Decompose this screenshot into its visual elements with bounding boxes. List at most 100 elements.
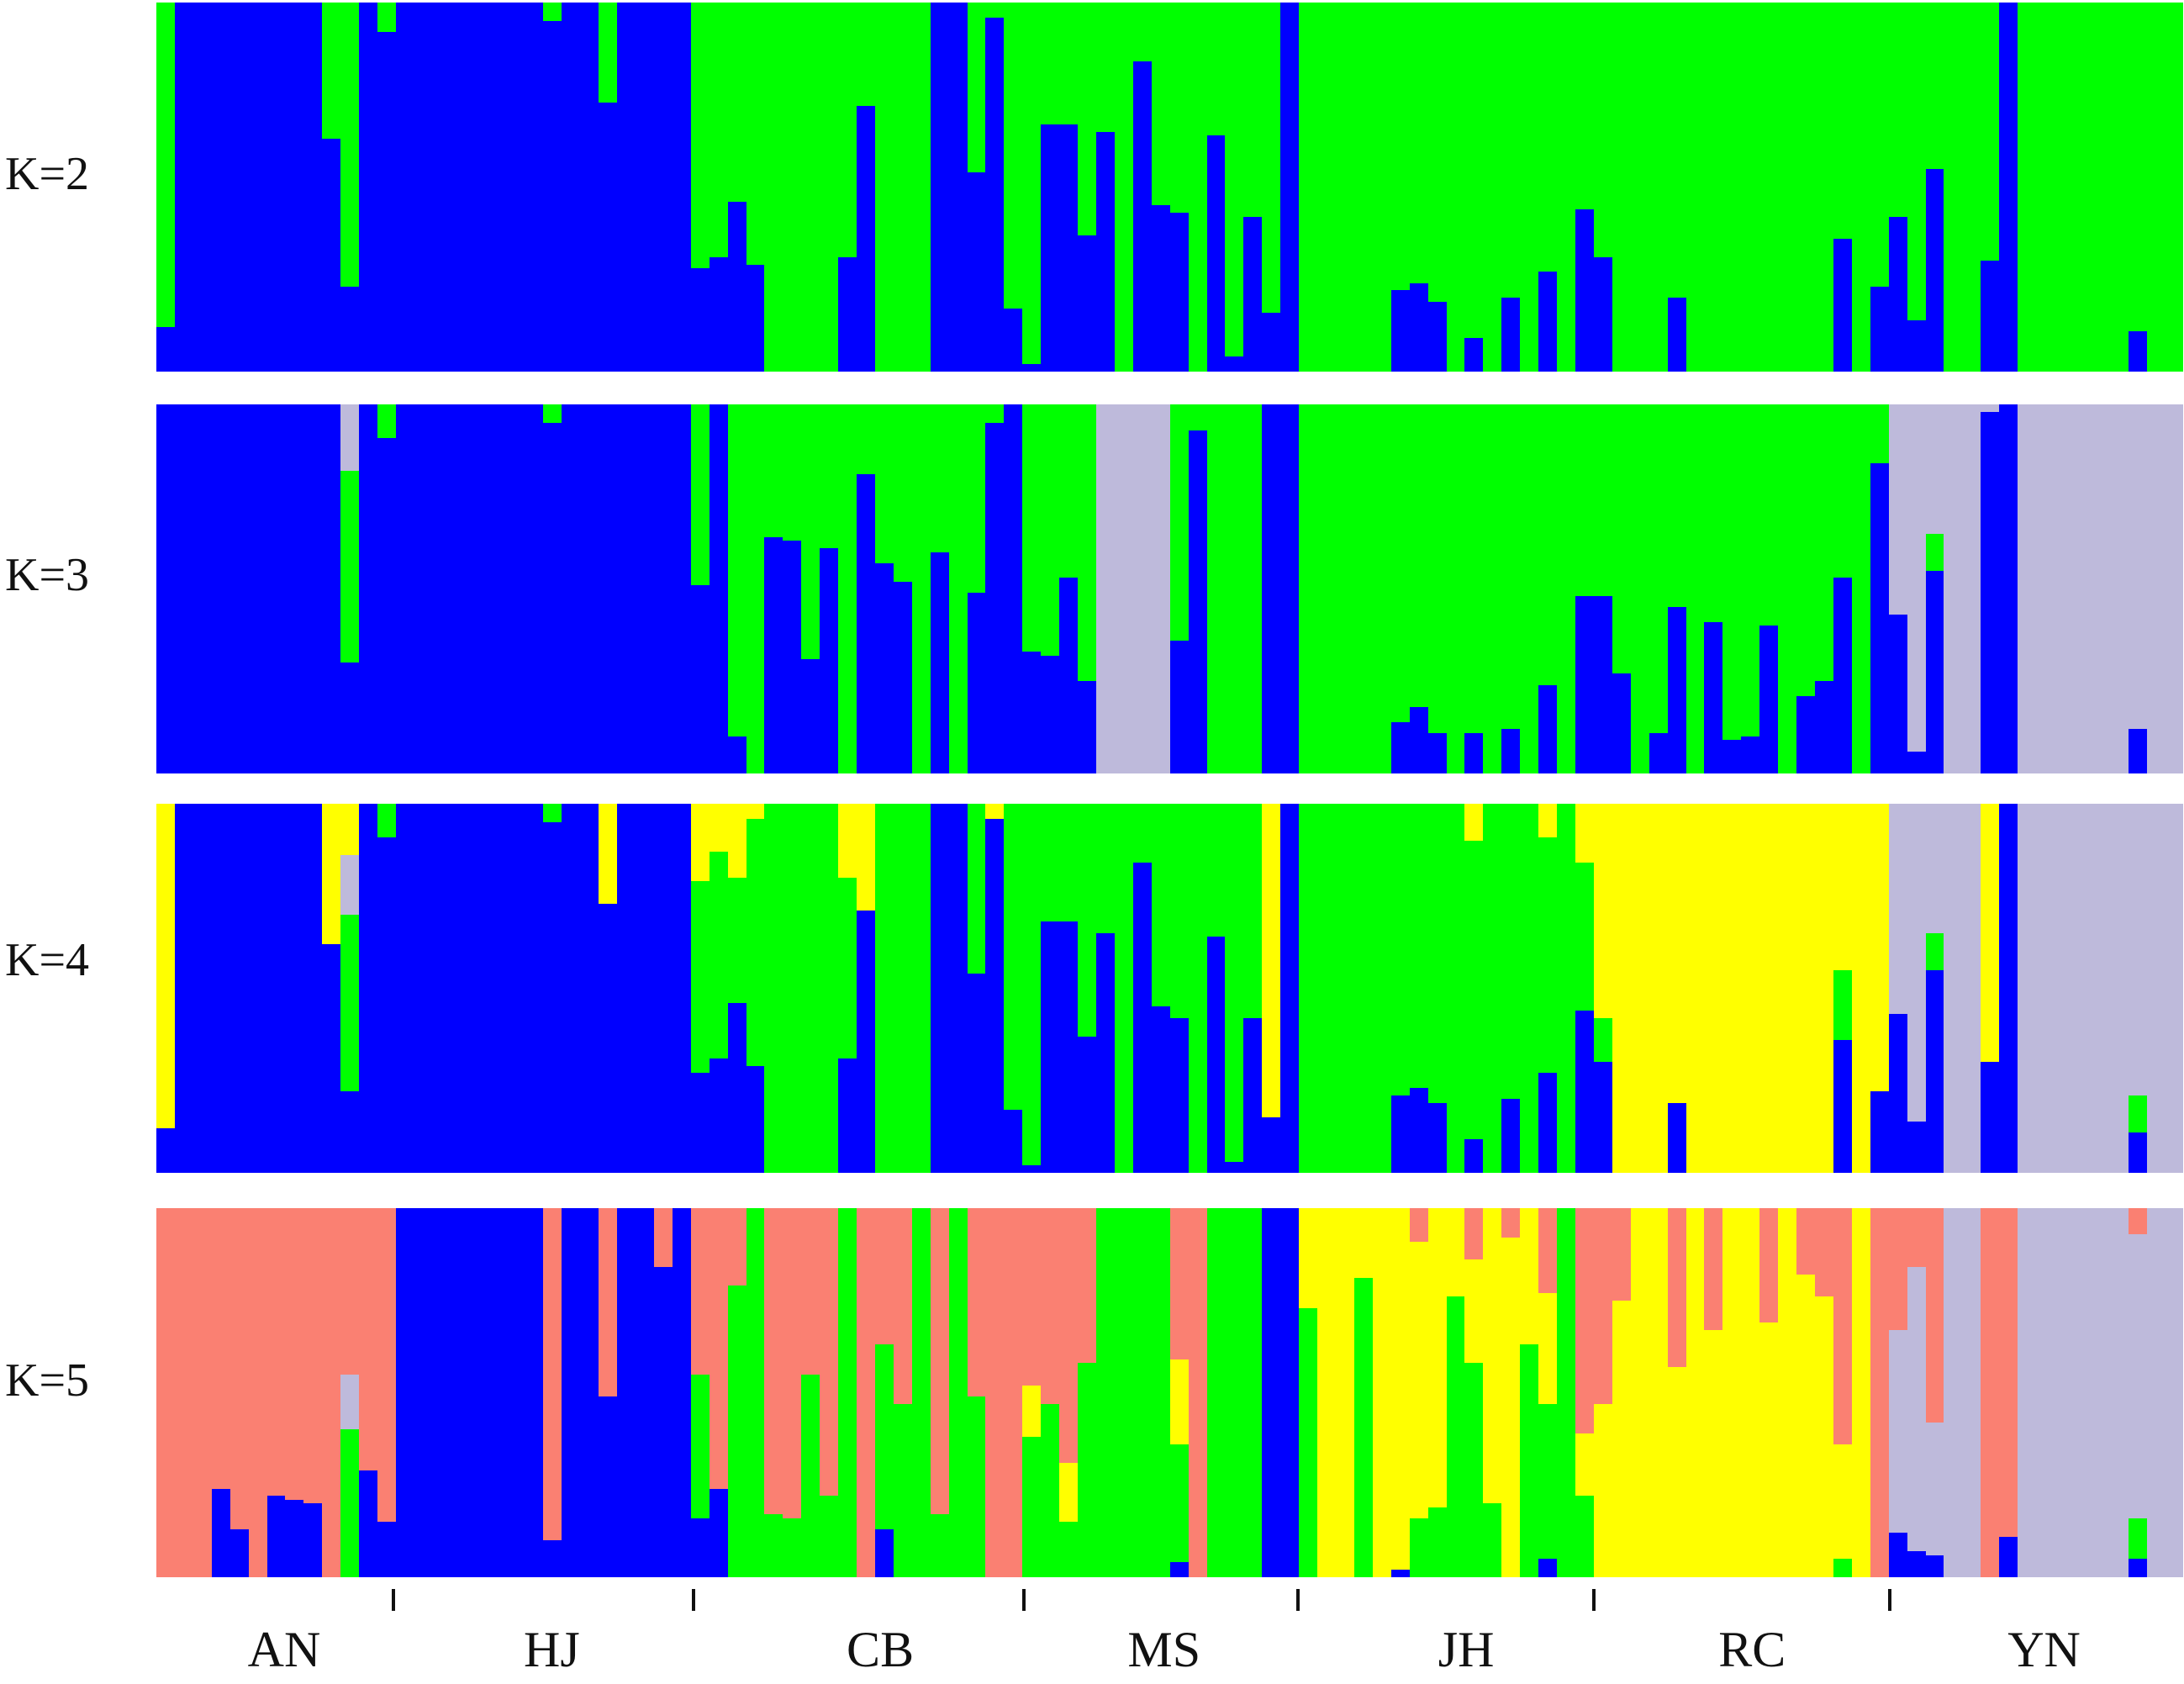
individual-bar [690, 3, 710, 372]
cluster-segment [562, 804, 581, 1173]
cluster-segment [1851, 404, 1870, 773]
individual-bar [709, 404, 728, 773]
individual-bar [764, 1208, 783, 1577]
individual-bar [1188, 3, 1207, 372]
cluster-segment [820, 404, 839, 549]
cluster-segment [1169, 3, 1189, 214]
individual-bar [156, 404, 175, 773]
cluster-segment [838, 3, 857, 257]
cluster-segment [967, 172, 986, 372]
cluster-segment [727, 877, 746, 1004]
individual-bar [340, 804, 360, 1173]
cluster-segment [580, 804, 599, 1173]
individual-bar [2054, 1208, 2073, 1577]
cluster-segment [488, 3, 507, 372]
cluster-segment [1538, 404, 1558, 685]
individual-bar [1225, 3, 1244, 372]
individual-bar [617, 3, 636, 372]
individual-bar [1409, 804, 1428, 1173]
cluster-segment [1243, 216, 1263, 372]
cluster-segment [1299, 3, 1318, 372]
cluster-segment [1390, 804, 1410, 1095]
cluster-segment [525, 1208, 544, 1577]
cluster-segment [469, 404, 488, 773]
cluster-segment [2128, 804, 2147, 1095]
cluster-segment [229, 3, 249, 372]
individual-bar [2054, 804, 2073, 1173]
individual-bar [1888, 404, 1907, 773]
individual-bar [1446, 3, 1465, 372]
individual-bar [2072, 3, 2092, 372]
cluster-segment [248, 1208, 267, 1577]
cluster-segment [543, 821, 562, 1173]
individual-bar [1944, 1208, 1963, 1577]
cluster-segment [1353, 3, 1373, 372]
individual-bar [1132, 3, 1152, 372]
cluster-segment [967, 3, 986, 172]
cluster-segment [1944, 3, 1963, 372]
individual-bar [1501, 3, 1521, 372]
cluster-segment [1593, 804, 1612, 1018]
cluster-segment [395, 804, 414, 1173]
cluster-segment [653, 804, 673, 1173]
k-label-4: K=4 [5, 934, 90, 986]
cluster-segment [1041, 655, 1060, 773]
cluster-segment [838, 1208, 857, 1577]
individual-bar [1206, 804, 1226, 1173]
individual-bar [1372, 804, 1391, 1173]
cluster-segment [617, 804, 636, 1173]
cluster-segment [248, 404, 267, 773]
cluster-segment [1372, 3, 1391, 372]
individual-bar [1262, 804, 1281, 1173]
cluster-segment [1022, 1385, 1042, 1438]
cluster-segment [1169, 404, 1189, 641]
individual-bar [1557, 1208, 1575, 1577]
cluster-segment [930, 404, 949, 552]
individual-bar [893, 404, 912, 773]
cluster-segment [1409, 1208, 1428, 1242]
individual-bar [1299, 1208, 1318, 1577]
cluster-segment [985, 404, 1005, 423]
cluster-segment [1096, 3, 1115, 132]
individual-bar [1612, 404, 1631, 773]
individual-bar [1022, 804, 1042, 1173]
cluster-segment [2128, 1095, 2147, 1132]
cluster-segment [893, 1208, 912, 1404]
individual-bar [1078, 1208, 1097, 1577]
individual-bar [1004, 3, 1023, 372]
cluster-segment [1962, 1208, 1981, 1577]
cluster-segment [746, 3, 765, 265]
individual-bar [1372, 3, 1391, 372]
cluster-segment [1169, 1562, 1189, 1577]
cluster-segment [1078, 3, 1097, 235]
individual-bar [562, 804, 581, 1173]
cluster-segment [1593, 1208, 1612, 1404]
cluster-segment [690, 1208, 710, 1375]
individual-bar [1004, 404, 1023, 773]
individual-bar [1944, 404, 1963, 773]
individual-bar [1483, 1208, 1502, 1577]
individual-bar [1593, 404, 1612, 773]
individual-bar [1612, 3, 1631, 372]
cluster-segment [727, 1003, 746, 1173]
individual-bar [2018, 404, 2037, 773]
cluster-segment [1888, 404, 1907, 615]
individual-bar [1814, 3, 1833, 372]
cluster-segment [1593, 596, 1612, 773]
individual-bar [1630, 804, 1649, 1173]
individual-bar [1925, 1208, 1944, 1577]
cluster-segment [1483, 3, 1502, 372]
cluster-segment [1907, 1551, 1926, 1577]
cluster-segment [1778, 3, 1797, 372]
individual-bar [451, 3, 470, 372]
cluster-segment [1464, 1139, 1484, 1173]
individual-bar [248, 404, 267, 773]
cluster-segment [1004, 404, 1023, 773]
cluster-segment [211, 1488, 230, 1577]
individual-bar [1409, 3, 1428, 372]
individual-bar [1206, 404, 1226, 773]
individual-bar [1464, 404, 1484, 773]
individual-bar [1262, 404, 1281, 773]
individual-bar [1944, 3, 1963, 372]
individual-bar [1575, 1208, 1594, 1577]
